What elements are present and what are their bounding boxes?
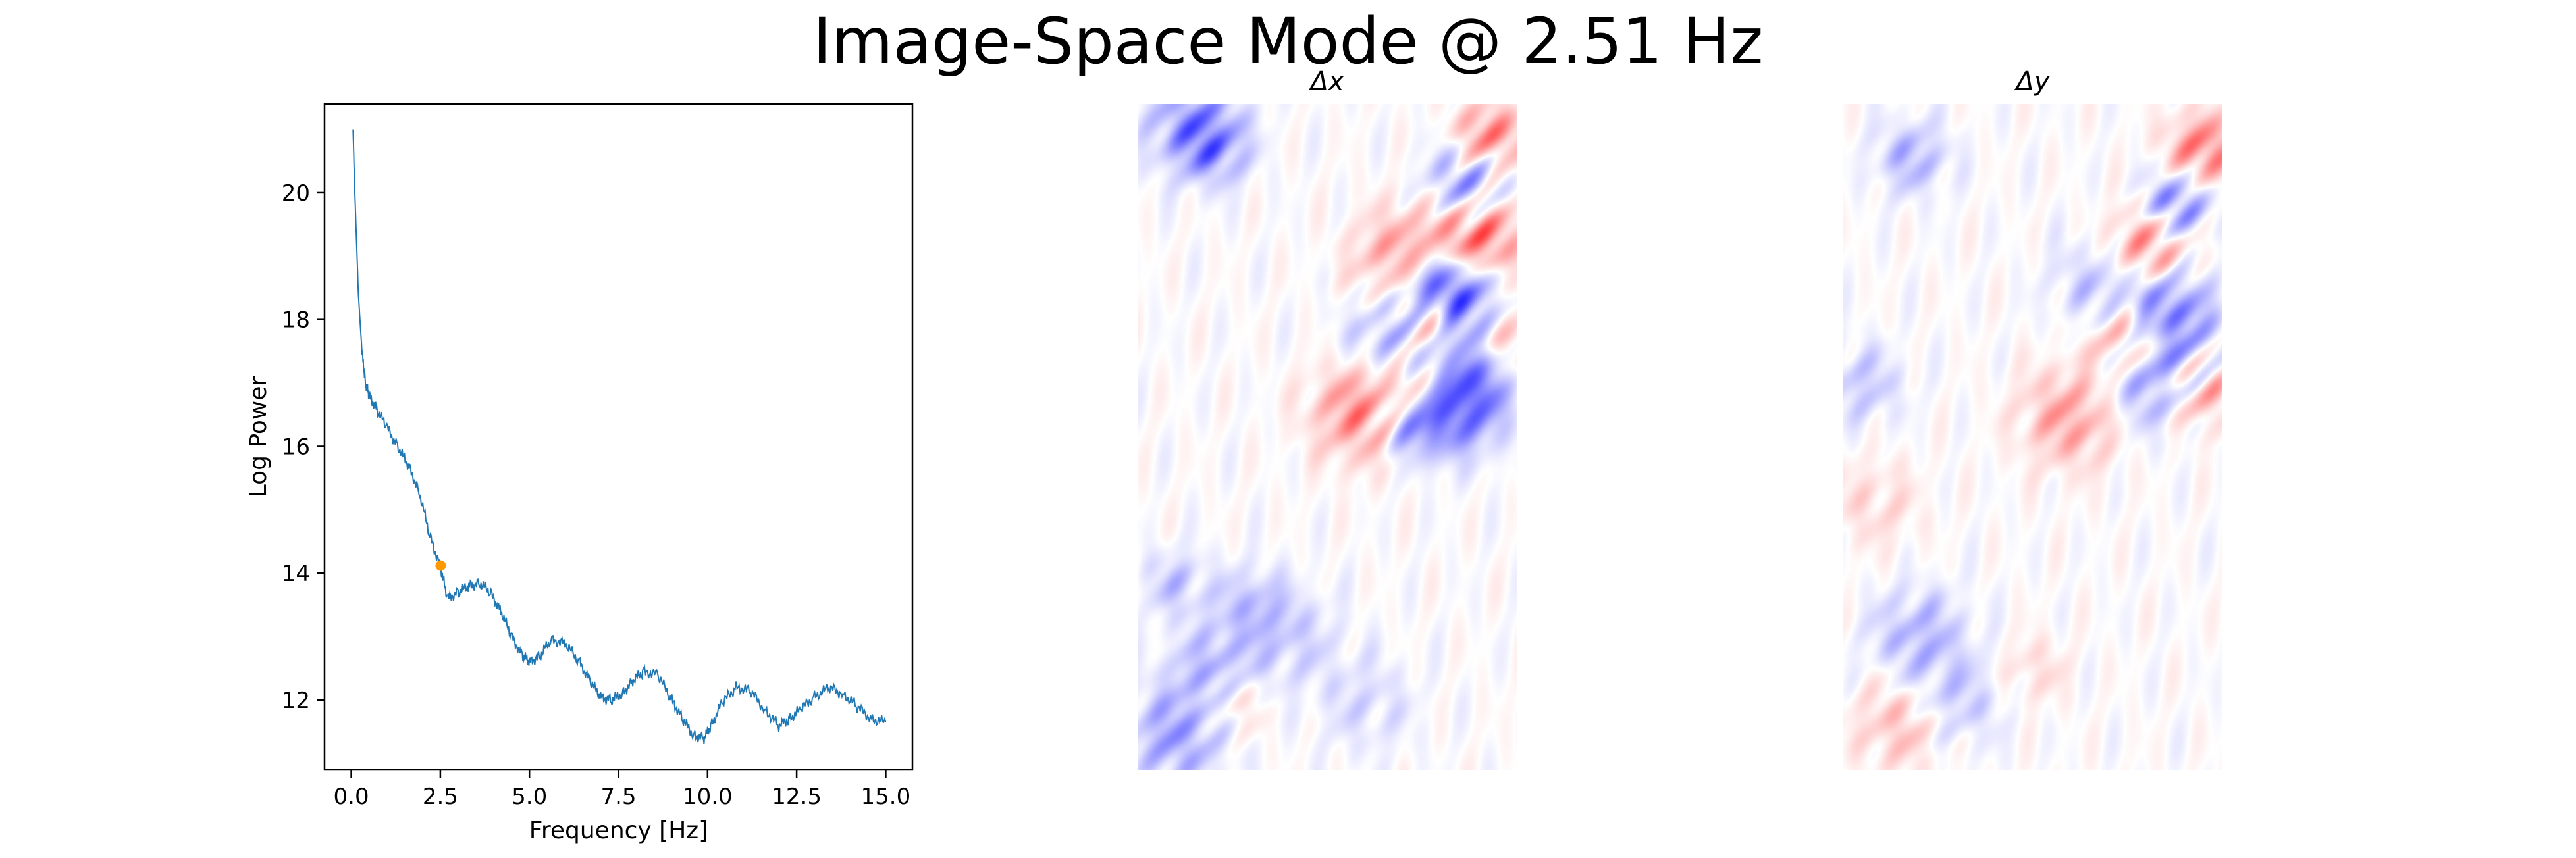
selected-frequency-point xyxy=(435,560,446,571)
x-tick-label: 15.0 xyxy=(861,784,911,810)
y-tick-label: 14 xyxy=(282,561,310,587)
dy-heatmap xyxy=(1843,104,2222,770)
spectrum-y-axis-label: Log Power xyxy=(245,376,272,498)
x-tick-label: 10.0 xyxy=(683,784,733,810)
figure-suptitle: Image-Space Mode @ 2.51 Hz xyxy=(812,5,1764,78)
spectrum-plot: 0.0 2.5 5.0 7.5 10.0 12.5 15.0 12 14 16 18 20 xyxy=(282,103,914,810)
spectrum-x-axis-label: Frequency [Hz] xyxy=(529,817,708,844)
x-tick-label: 5.0 xyxy=(512,784,547,810)
y-tick-label: 18 xyxy=(282,307,310,334)
x-tick-label: 2.5 xyxy=(423,784,458,810)
y-tick-label: 20 xyxy=(282,180,310,207)
y-tick-label: 16 xyxy=(282,434,310,460)
y-tick-label: 12 xyxy=(282,688,310,714)
dy-panel-title: Δy xyxy=(2016,66,2050,97)
dx-panel-title: Δx xyxy=(1310,66,1344,97)
x-tick-label: 12.5 xyxy=(772,784,822,810)
x-tick-label: 7.5 xyxy=(600,784,636,810)
spectrum-axes-frame xyxy=(323,103,914,771)
dx-heatmap xyxy=(1138,104,1517,770)
x-tick-label: 0.0 xyxy=(334,784,369,810)
spectrum-series-line xyxy=(352,129,887,744)
